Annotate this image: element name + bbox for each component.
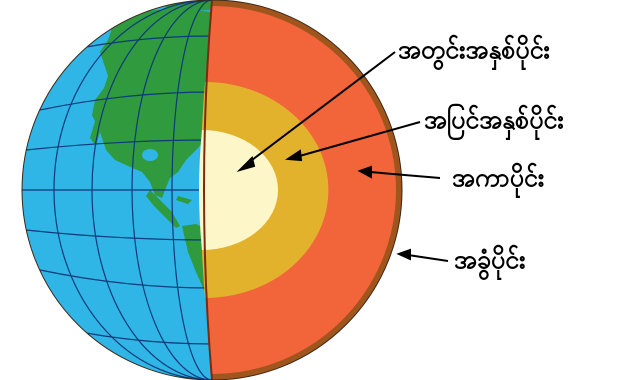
pointer-crust [407,254,449,262]
pointer-outer-core [295,121,421,158]
layer-inner-core [199,130,278,250]
pointer-mantle [369,171,441,179]
pointer-inner-core [247,51,396,164]
label-mantle: အကာပိုင်း [452,163,544,198]
label-crust: အခွံပိုင်း [454,245,525,280]
land-north-america [92,8,212,198]
arrow-mantle [357,165,372,179]
gulf [142,149,158,161]
land-central-america [146,190,180,228]
land-baja [90,118,100,146]
label-outer-core: အပြင်အနှစ်ပိုင်း [424,104,564,140]
globe-grid [22,0,212,380]
cross-section [199,0,402,380]
cut-edge [203,0,213,380]
land-islands [176,196,192,204]
arrow-outer-core [285,149,303,162]
globe-outline [21,0,403,380]
arrow-inner-core [236,156,256,173]
pointers [236,51,449,262]
label-inner-core: အတွင်းအနှစ်ပိုင်း [398,35,550,70]
arrow-crust [396,248,411,261]
